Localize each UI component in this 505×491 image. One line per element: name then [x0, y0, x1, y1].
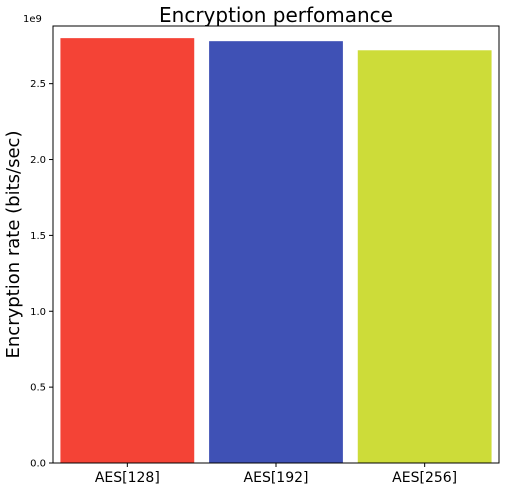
y-tick-label: 1.0 — [30, 307, 46, 318]
x-tick-label: AES[128] — [95, 470, 160, 486]
plot-frame — [52, 25, 500, 464]
y-axis-label: Encryption rate (bits/sec) — [3, 131, 24, 359]
y-tick-label: 2.0 — [30, 155, 46, 166]
bar-aes-256 — [357, 50, 492, 464]
chart-title: Encryption perfomance — [159, 3, 393, 27]
y-tick-label: 0.0 — [30, 459, 46, 470]
x-tick-label: AES[192] — [244, 470, 309, 486]
y-tick-label: 2.5 — [30, 79, 46, 90]
y-axis-offset-label: 1e9 — [23, 14, 42, 25]
x-tick-label: AES[256] — [392, 470, 457, 486]
y-axis-ticks: 0.0 0.5 1.0 1.5 2.0 2.5 — [30, 79, 53, 470]
bar-aes-192 — [209, 41, 343, 463]
x-axis-ticks: AES[128] AES[192] AES[256] — [95, 463, 457, 486]
y-tick-label: 0.5 — [30, 383, 46, 394]
bars-group — [60, 38, 492, 464]
bar-aes-128 — [60, 38, 195, 464]
y-tick-label: 1.5 — [30, 231, 46, 242]
